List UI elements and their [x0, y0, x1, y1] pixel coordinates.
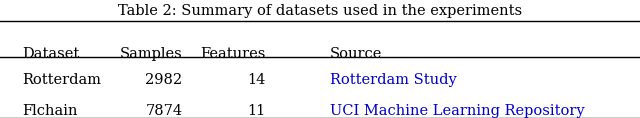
Text: 14: 14 — [247, 73, 266, 87]
Text: 11: 11 — [247, 104, 266, 118]
Text: Table 2: Summary of datasets used in the experiments: Table 2: Summary of datasets used in the… — [118, 4, 522, 18]
Text: Dataset: Dataset — [22, 47, 79, 61]
Text: 2982: 2982 — [145, 73, 182, 87]
Text: Rotterdam Study: Rotterdam Study — [330, 73, 456, 87]
Text: Source: Source — [330, 47, 382, 61]
Text: UCI Machine Learning Repository: UCI Machine Learning Repository — [330, 104, 584, 118]
Text: 7874: 7874 — [145, 104, 182, 118]
Text: Rotterdam: Rotterdam — [22, 73, 101, 87]
Text: Samples: Samples — [120, 47, 182, 61]
Text: Flchain: Flchain — [22, 104, 78, 118]
Text: Features: Features — [200, 47, 266, 61]
